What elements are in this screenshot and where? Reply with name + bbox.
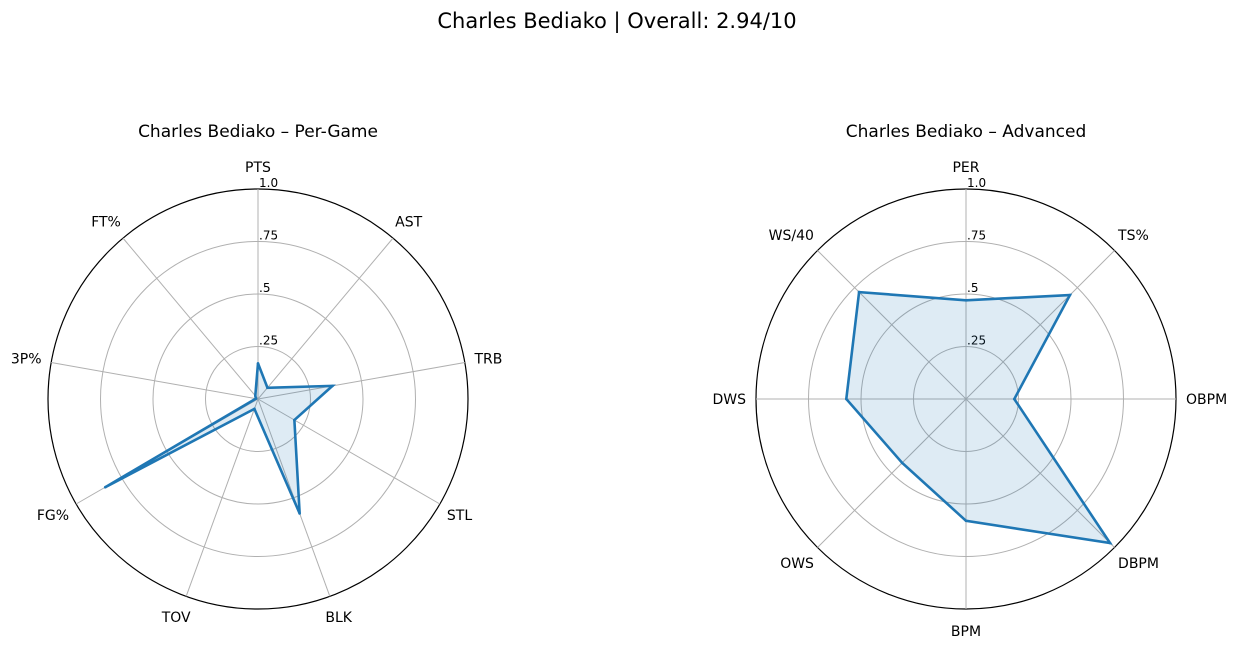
radar-spoke [817, 250, 967, 400]
axis-label-TOV: TOV [161, 610, 191, 626]
axis-label-TRB: TRB [473, 352, 502, 368]
radar-point-DWS [845, 397, 848, 401]
radar-spoke [51, 362, 259, 400]
radar-point-TRB [331, 384, 334, 388]
axis-label-DWS: DWS [712, 392, 746, 408]
axis-label-DBPM: DBPM [1118, 556, 1159, 572]
radar-spoke [185, 398, 259, 597]
axis-label-BPM: BPM [951, 624, 981, 640]
radar-point-OBPM [1013, 397, 1016, 401]
radar-point-BLK [298, 512, 301, 515]
panel-title: Charles Bediako – Advanced [846, 122, 1086, 142]
radar-spoke [122, 237, 259, 400]
radar-fill [105, 363, 333, 514]
axis-label-OBPM: OBPM [1186, 392, 1227, 408]
radial-tick-label: .5 [259, 281, 270, 295]
radar-fill [846, 292, 1111, 544]
radial-tick-label: .25 [259, 334, 278, 348]
radar-spoke [257, 237, 394, 400]
axis-label-FG%: FG% [37, 508, 69, 524]
radar-point-TOV [253, 407, 256, 411]
radar-point-PER [964, 299, 968, 302]
figure-title: Charles Bediako | Overall: 2.94/10 [437, 9, 797, 33]
radar-point-DBPM [1108, 541, 1112, 545]
radar-point-PTS [256, 362, 260, 365]
axis-label-AST: AST [395, 214, 422, 230]
radar-point-WS/40 [857, 290, 861, 294]
radial-tick-label: .25 [967, 334, 986, 348]
radar-point-TS% [1068, 293, 1072, 297]
axis-label-WS/40: WS/40 [769, 228, 814, 244]
axis-label-FT%: FT% [91, 214, 121, 230]
radar-spoke [817, 398, 967, 548]
radial-tick-label: 1.0 [259, 176, 278, 190]
radial-tick-label: .5 [967, 281, 978, 295]
radar-point-3P% [254, 397, 258, 400]
radar-point-AST [266, 386, 269, 390]
radar-spoke [257, 362, 465, 400]
radial-tick-label: .75 [967, 229, 986, 243]
radial-tick-label: 1.0 [967, 176, 986, 190]
radar-series-line [104, 362, 336, 514]
axis-label-PTS: PTS [245, 160, 271, 176]
radar-point-FG% [103, 485, 107, 489]
axis-label-OWS: OWS [780, 556, 814, 572]
radar-point-FT% [254, 394, 257, 398]
axis-label-TS%: TS% [1117, 228, 1149, 244]
axis-label-PER: PER [952, 160, 979, 176]
radar-point-OWS [900, 461, 904, 465]
panel-title: Charles Bediako – Per-Game [138, 122, 378, 142]
radial-tick-label: .75 [259, 229, 278, 243]
radar-spoke [965, 398, 1115, 548]
axis-label-3P%: 3P% [11, 352, 42, 368]
radar-spoke [257, 398, 441, 505]
axis-label-BLK: BLK [325, 610, 352, 626]
radar-point-STL [293, 418, 296, 422]
radar-spoke [965, 250, 1115, 400]
radar-point-BPM [964, 519, 968, 523]
axis-label-STL: STL [447, 508, 472, 524]
